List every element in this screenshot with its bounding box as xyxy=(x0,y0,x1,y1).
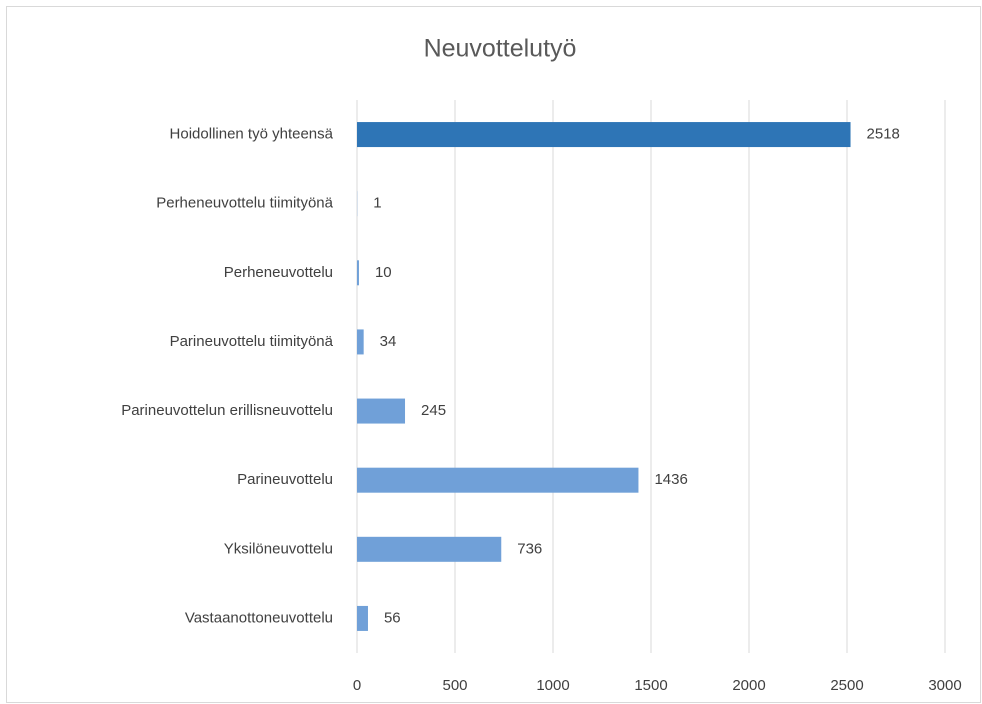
bar xyxy=(357,467,639,493)
value-label: 245 xyxy=(421,402,446,419)
y-tick-label: Perheneuvottelu tiimityönä xyxy=(156,195,333,212)
value-label: 1 xyxy=(373,195,381,212)
value-label: 2518 xyxy=(867,126,900,143)
bar xyxy=(357,398,406,424)
x-tick-label: 1000 xyxy=(536,677,569,694)
x-tick-label: 2500 xyxy=(830,677,863,694)
y-tick-label: Parineuvottelu tiimityönä xyxy=(170,333,334,350)
value-label: 34 xyxy=(380,333,397,350)
value-label: 1436 xyxy=(654,471,687,488)
x-tick-label: 3000 xyxy=(928,677,961,694)
bar xyxy=(357,329,364,355)
bar xyxy=(357,122,851,148)
x-tick-label: 1500 xyxy=(634,677,667,694)
value-label: 10 xyxy=(375,264,392,281)
y-tick-label: Parineuvottelun erillisneuvottelu xyxy=(121,402,333,419)
y-tick-label: Vastaanottoneuvottelu xyxy=(185,609,333,626)
y-tick-label: Hoidollinen työ yhteensä xyxy=(170,126,334,143)
y-tick-label: Yksilöneuvottelu xyxy=(224,540,333,557)
chart-frame xyxy=(6,6,981,703)
bar xyxy=(357,605,368,631)
chart-title: Neuvottelutyö xyxy=(424,35,577,63)
x-tick-label: 500 xyxy=(442,677,467,694)
bar xyxy=(357,260,359,286)
y-tick-label: Perheneuvottelu xyxy=(224,264,333,281)
value-label: 736 xyxy=(517,540,542,557)
bar xyxy=(357,536,502,562)
y-tick-label: Parineuvottelu xyxy=(237,471,333,488)
x-tick-label: 2000 xyxy=(732,677,765,694)
x-tick-label: 0 xyxy=(353,677,361,694)
value-label: 56 xyxy=(384,609,401,626)
